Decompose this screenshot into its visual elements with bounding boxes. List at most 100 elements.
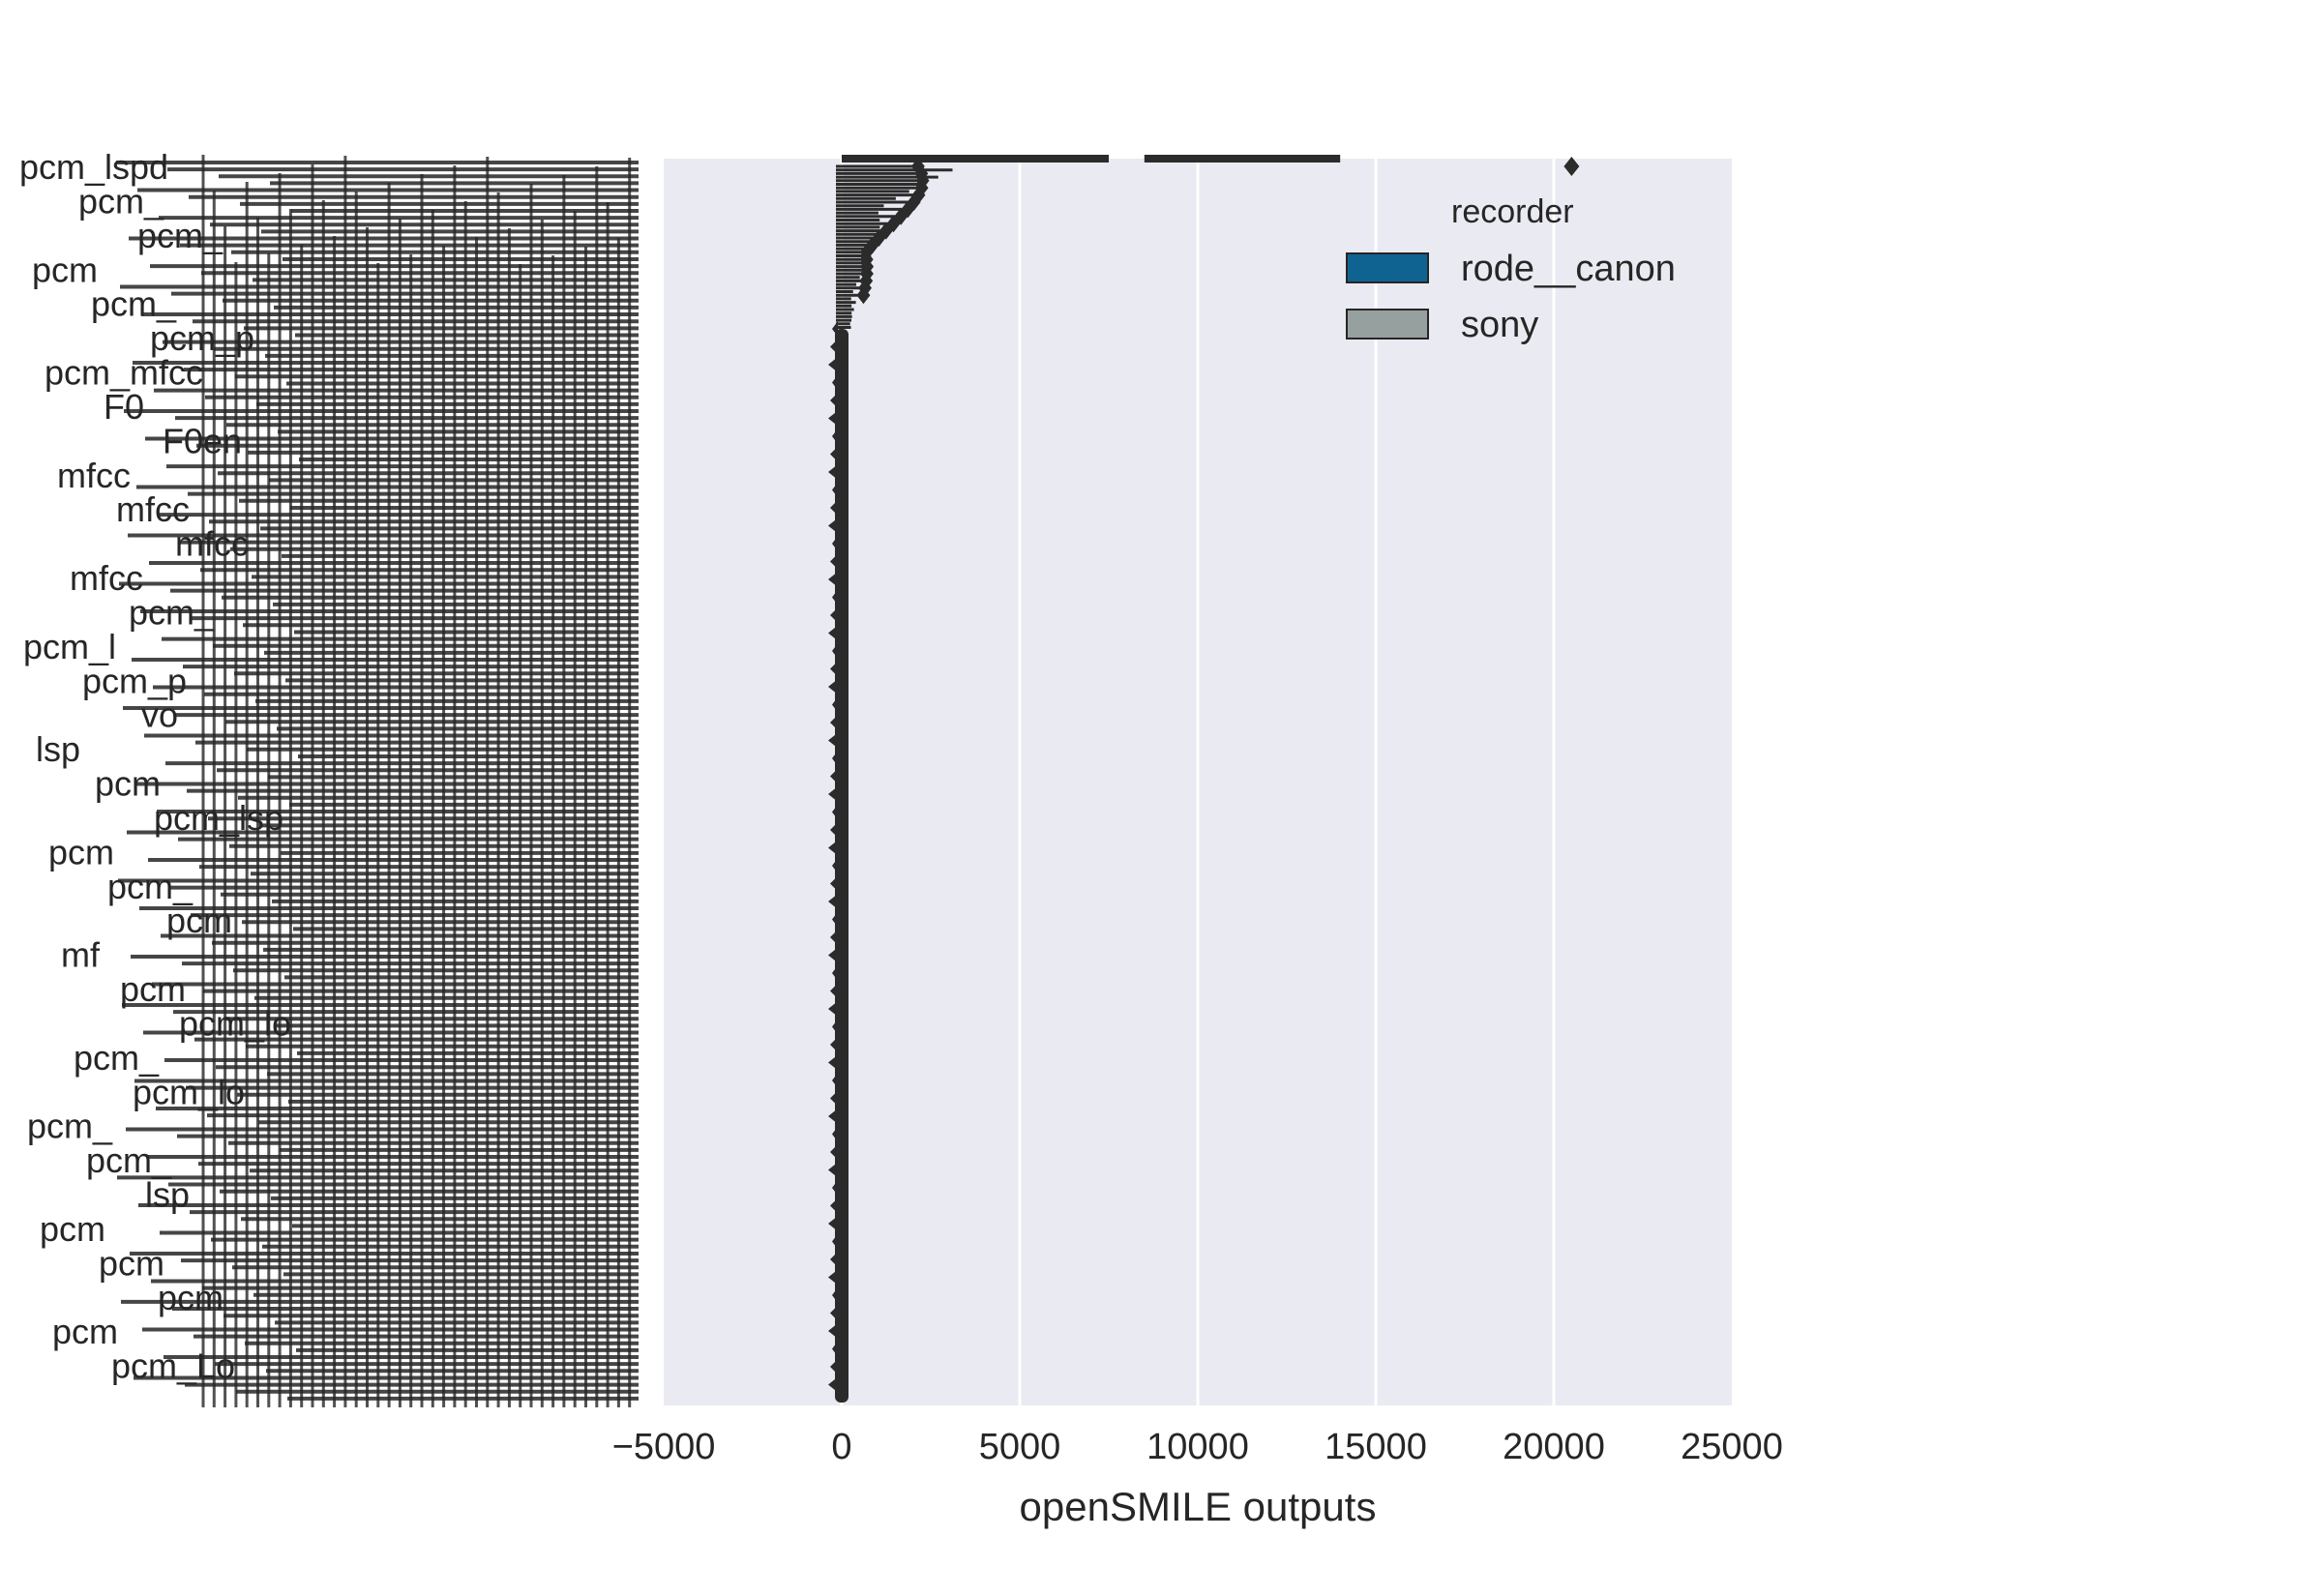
outlier-point — [828, 357, 838, 372]
x-tick-label: 5000 — [979, 1427, 1061, 1467]
outlier-point — [828, 1001, 838, 1017]
category-label: mfcc — [70, 558, 143, 598]
outlier-point — [830, 1359, 838, 1374]
outlier-point — [830, 768, 838, 784]
outlier-point — [830, 393, 838, 408]
category-label: pcm — [32, 250, 98, 289]
category-label: mf — [61, 935, 101, 975]
box-sony-top — [1144, 155, 1341, 163]
outlier-point — [830, 500, 838, 516]
category-label: pcm_lspd — [19, 147, 168, 187]
x-tick-label: 10000 — [1146, 1427, 1249, 1467]
x-tick-label: 15000 — [1325, 1427, 1427, 1467]
x-axis-ticks: −5000 0 5000 10000 15000 20000 25000 — [612, 1427, 1783, 1467]
category-label: pcm — [40, 1209, 105, 1249]
x-tick-label: −5000 — [612, 1427, 716, 1467]
outlier-point — [828, 1269, 838, 1286]
category-label: pcm_ — [86, 1140, 172, 1180]
outlier-point — [832, 696, 838, 713]
outlier-point — [830, 661, 838, 677]
x-tick-label: 25000 — [1681, 1427, 1783, 1467]
outlier-point — [832, 1233, 838, 1250]
outlier-point — [828, 894, 838, 909]
outlier-point — [832, 1287, 838, 1303]
outlier-point — [832, 858, 838, 873]
category-label: pcm_ — [129, 592, 215, 632]
outlier-point — [828, 1162, 838, 1178]
category-label: pcm — [52, 1312, 118, 1351]
category-label: F0en — [163, 421, 242, 460]
outlier-point — [832, 1073, 838, 1088]
outlier-point — [828, 947, 838, 963]
y-category-labels: pcm_lspdpcm_pcm_pcmpcm_pcm_ppcm_mfccF0F0… — [19, 147, 639, 1407]
legend-title: recorder — [1451, 193, 1574, 230]
outlier-point — [830, 607, 838, 623]
outlier-point — [832, 1019, 838, 1035]
outlier-point — [832, 643, 838, 659]
category-label: pcm — [120, 969, 186, 1009]
outlier-point — [856, 286, 871, 305]
outlier-point — [832, 374, 838, 391]
outlier-point — [832, 536, 838, 551]
category-label: pcm_lsp — [154, 798, 283, 838]
category-label: pcm_ — [107, 867, 194, 906]
outlier-point — [828, 410, 838, 427]
outlier-point — [832, 911, 838, 928]
category-label: pcm — [166, 901, 232, 940]
outlier-point — [1563, 157, 1580, 176]
outlier-point — [828, 840, 838, 856]
legend-swatch-rode-canon — [1346, 252, 1429, 283]
category-label: pcm_ — [78, 181, 164, 221]
category-label: pcm_ — [27, 1107, 113, 1146]
outlier-point — [830, 1197, 838, 1214]
outlier-point — [832, 321, 838, 337]
outlier-point — [830, 983, 838, 999]
outlier-point — [830, 822, 838, 838]
outlier-point — [828, 572, 838, 587]
outlier-point — [828, 679, 838, 695]
outlier-point — [830, 339, 838, 355]
outlier-point — [828, 786, 838, 802]
outlier-point — [830, 1305, 838, 1321]
category-label: lsp — [145, 1175, 190, 1215]
outlier-point — [832, 804, 838, 820]
outlier-point — [828, 1108, 838, 1124]
outlier-point — [830, 446, 838, 462]
x-axis-title: openSMILE outputs — [1020, 1484, 1377, 1529]
category-label: pcm — [99, 1243, 164, 1283]
outlier-point — [828, 464, 838, 480]
outlier-point — [832, 429, 838, 444]
box-rode-canon-top — [842, 155, 1109, 163]
outlier-point — [828, 1054, 838, 1071]
x-tick-label: 0 — [831, 1427, 851, 1467]
box-column-near-zero — [835, 329, 848, 1403]
category-label: mfcc — [116, 489, 190, 529]
category-label: pcm — [95, 764, 161, 804]
category-label: pcm_p — [150, 318, 254, 358]
outlier-point — [832, 589, 838, 606]
outlier-point — [828, 517, 838, 534]
outlier-point — [830, 930, 838, 945]
outlier-point — [832, 1180, 838, 1196]
outlier-point — [830, 1090, 838, 1107]
x-tick-label: 20000 — [1503, 1427, 1605, 1467]
category-label: vo — [141, 695, 178, 735]
category-label: pcm_lo — [179, 1003, 291, 1043]
legend-swatch-sony — [1346, 309, 1429, 340]
category-label: pcm_mfcc — [45, 353, 203, 393]
outlier-point — [832, 482, 838, 498]
outlier-point — [832, 751, 838, 766]
legend-label-rode-canon: rode__canon — [1461, 249, 1676, 289]
category-label: pcm_ — [137, 216, 223, 255]
legend-label-sony: sony — [1461, 305, 1538, 345]
category-label: mfcc — [175, 524, 249, 564]
outlier-point — [832, 1341, 838, 1357]
outlier-point — [828, 1376, 838, 1393]
outlier-point — [832, 1126, 838, 1142]
category-label: pcm_p — [82, 661, 187, 700]
outlier-point — [832, 965, 838, 981]
category-label: pcm_ — [74, 1038, 160, 1078]
category-label: F0 — [104, 387, 144, 427]
category-label: pcm — [158, 1278, 223, 1317]
